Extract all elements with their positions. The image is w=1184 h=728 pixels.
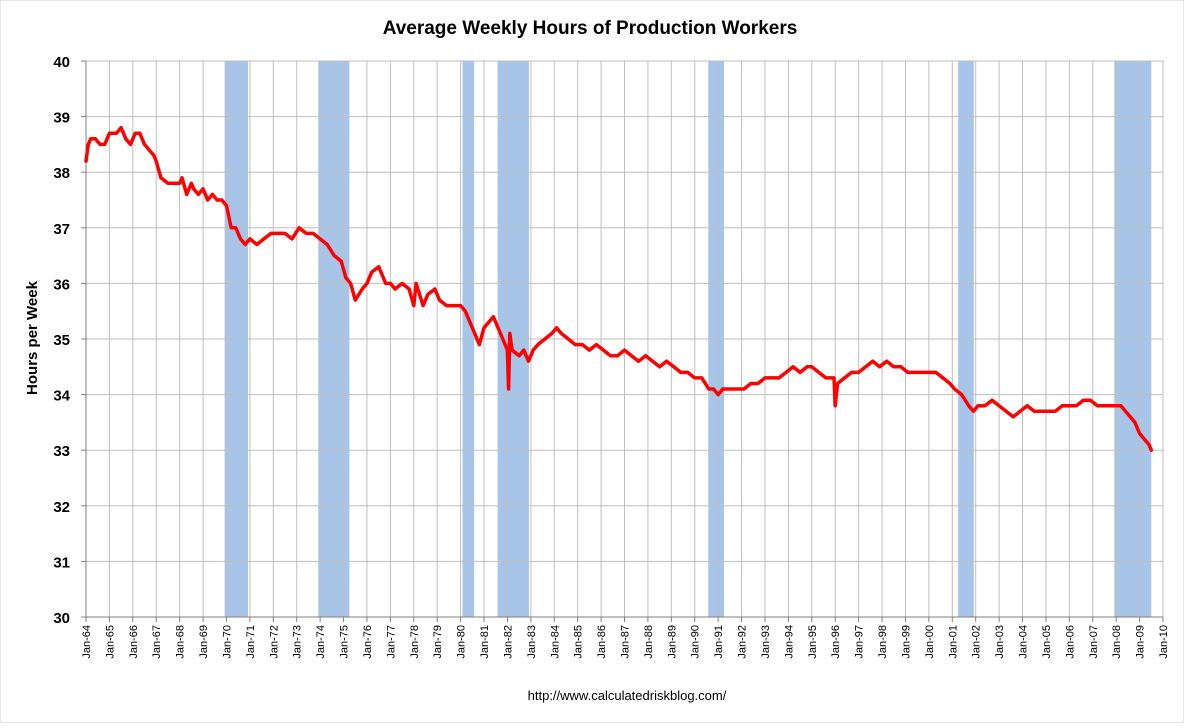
y-tick-label-31: 31 [53, 554, 70, 571]
x-tick-label-Jan-06: Jan-06 [1064, 625, 1076, 659]
x-tick-label-Jan-89: Jan-89 [666, 625, 678, 659]
x-tick-label-Jan-70: Jan-70 [221, 625, 233, 659]
x-tick-label-Jan-90: Jan-90 [690, 625, 702, 659]
x-tick-label-Jan-07: Jan-07 [1088, 625, 1100, 659]
x-tick-label-Jan-68: Jan-68 [175, 625, 187, 659]
x-tick-label-Jan-75: Jan-75 [339, 625, 351, 659]
x-tick-label-Jan-79: Jan-79 [432, 625, 444, 659]
x-tick-label-Jan-97: Jan-97 [854, 625, 866, 659]
x-tick-label-Jan-04: Jan-04 [1018, 625, 1030, 659]
x-tick-label-Jan-82: Jan-82 [502, 625, 514, 659]
series-line-1 [84, 125, 1154, 452]
x-tick-label-Jan-88: Jan-88 [643, 625, 655, 659]
x-tick-label-Jan-64: Jan-64 [81, 625, 93, 659]
x-tick-label-Jan-92: Jan-92 [737, 625, 749, 659]
x-tick-label-Jan-65: Jan-65 [104, 625, 116, 659]
x-tick-label-Jan-72: Jan-72 [268, 625, 280, 659]
chart-title: Average Weekly Hours of Production Worke… [383, 18, 798, 39]
x-tick-label-Jan-93: Jan-93 [760, 625, 772, 659]
x-tick-label-Jan-02: Jan-02 [971, 625, 983, 659]
x-tick-labels: Jan-64 Jan-65 Jan-66 Jan-67 Jan-68 Jan-69 Jan-… [81, 617, 1170, 659]
x-tick-label-Jan-67: Jan-67 [151, 625, 163, 659]
x-tick-label-Jan-91: Jan-91 [713, 625, 725, 659]
x-tick-label-Jan-95: Jan-95 [807, 625, 819, 659]
y-tick-labels: 30 31 32 33 34 35 36 37 38 39 40 [53, 54, 86, 627]
y-tick-label-38: 38 [53, 165, 70, 182]
x-tick-label-Jan-96: Jan-96 [830, 625, 842, 659]
y-tick-label-30: 30 [53, 610, 70, 627]
y-tick-label-39: 39 [53, 110, 70, 127]
x-tick-label-Jan-71: Jan-71 [245, 625, 257, 659]
y-tick-label-34: 34 [53, 388, 70, 405]
y-axis-label: Hours per Week [24, 280, 41, 395]
x-tick-label-Jan-85: Jan-85 [573, 625, 585, 659]
x-tick-label-Jan-69: Jan-69 [198, 625, 210, 659]
x-tick-label-Jan-73: Jan-73 [292, 625, 304, 659]
x-tick-label-Jan-77: Jan-77 [385, 625, 397, 659]
x-tick-label-Jan-09: Jan-09 [1135, 625, 1147, 659]
x-tick-label-Jan-08: Jan-08 [1111, 625, 1123, 659]
x-tick-label-Jan-94: Jan-94 [783, 625, 795, 659]
x-tick-label-Jan-98: Jan-98 [877, 625, 889, 659]
x-tick-label-Jan-84: Jan-84 [549, 625, 561, 659]
x-tick-label-Jan-03: Jan-03 [994, 625, 1006, 659]
x-tick-label-Jan-76: Jan-76 [362, 625, 374, 659]
x-tick-label-Jan-74: Jan-74 [315, 625, 327, 659]
y-tick-label-36: 36 [53, 276, 70, 293]
x-tick-label-Jan-81: Jan-81 [479, 625, 491, 659]
gridlines [85, 60, 1164, 618]
x-tick-label-Jan-78: Jan-78 [409, 625, 421, 659]
x-tick-label-Jan-87: Jan-87 [620, 625, 632, 659]
x-tick-label-Jan-66: Jan-66 [128, 625, 140, 659]
x-tick-label-Jan-80: Jan-80 [456, 625, 468, 659]
source-url: http://www.calculatedriskblog.com/ [528, 688, 727, 703]
x-tick-label-Jan-10: Jan-10 [1158, 625, 1170, 659]
y-tick-label-32: 32 [53, 499, 70, 516]
series-layer [84, 125, 1154, 452]
x-tick-label-Jan-01: Jan-01 [947, 625, 959, 659]
x-tick-label-Jan-99: Jan-99 [900, 625, 912, 659]
x-tick-label-Jan-00: Jan-00 [924, 625, 936, 659]
y-tick-label-37: 37 [53, 221, 70, 238]
y-tick-label-40: 40 [53, 54, 70, 71]
x-tick-label-Jan-86: Jan-86 [596, 625, 608, 659]
y-tick-label-33: 33 [53, 443, 70, 460]
x-tick-label-Jan-83: Jan-83 [526, 625, 538, 659]
x-tick-label-Jan-05: Jan-05 [1041, 625, 1053, 659]
y-tick-label-35: 35 [53, 332, 70, 349]
